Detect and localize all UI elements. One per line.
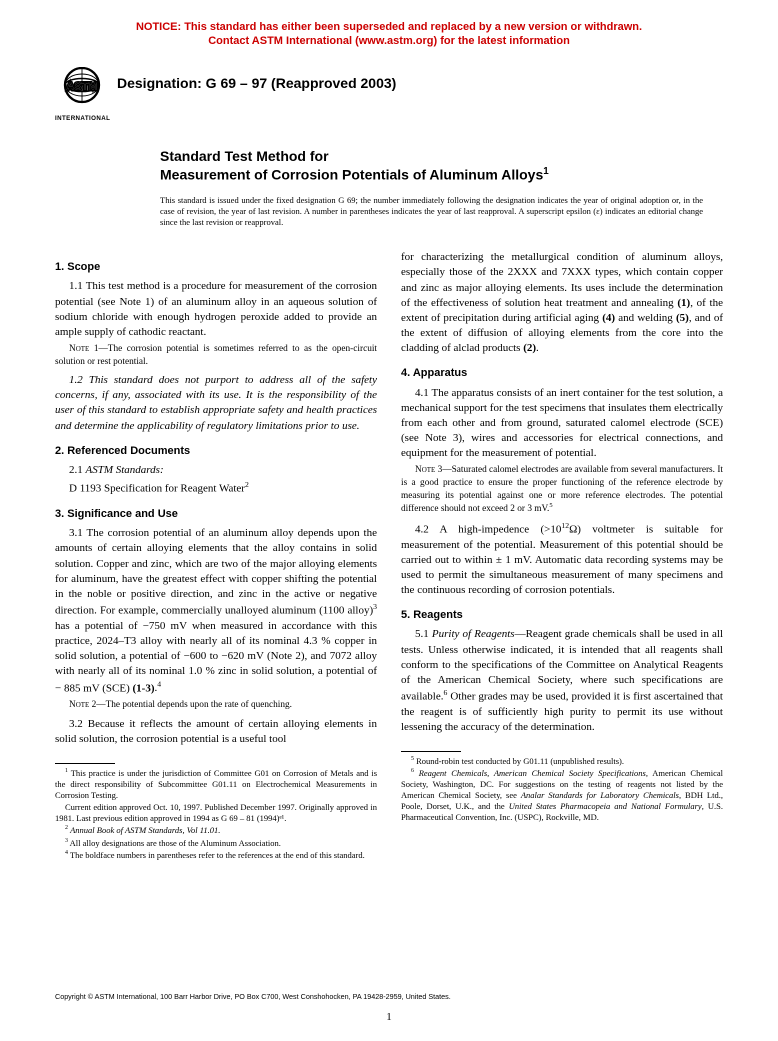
notice-line1: NOTICE: This standard has either been su… bbox=[136, 21, 642, 33]
para-3-1a: 3.1 The corrosion potential of an alumin… bbox=[55, 527, 377, 617]
footnote-6e: United States Pharmacopeia and National … bbox=[509, 801, 702, 811]
astm-logo-icon: ASTM ASTM bbox=[58, 67, 106, 105]
para-1-1: 1.1 This test method is a procedure for … bbox=[55, 279, 377, 340]
para-3-1b: has a potential of −750 mV when measured… bbox=[55, 620, 377, 694]
para-3-1-bold: (1-3) bbox=[133, 682, 155, 694]
footnote-2: 2 Annual Book of ASTM Standards, Vol 11.… bbox=[55, 825, 377, 836]
title-pre: Standard Test Method for bbox=[160, 147, 723, 166]
header-row: ASTM ASTM INTERNATIONAL Designation: G 6… bbox=[55, 67, 723, 125]
para-3-1: 3.1 The corrosion potential of an alumin… bbox=[55, 526, 377, 696]
section-5-head: 5. Reagents bbox=[401, 608, 723, 623]
title-superscript: 1 bbox=[543, 166, 548, 177]
footnote-6c: Analar Standards for Laboratory Chemical… bbox=[521, 790, 679, 800]
page-number: 1 bbox=[0, 1011, 778, 1023]
note-3-label: Note 3 bbox=[415, 465, 442, 475]
designation-label: Designation: G 69 – 97 (Reapproved 2003) bbox=[117, 67, 396, 91]
note-3-sup: 5 bbox=[549, 502, 552, 509]
para-4-1: 4.1 The apparatus consists of an inert c… bbox=[401, 386, 723, 462]
note-1: Note 1—The corrosion potential is someti… bbox=[55, 343, 377, 368]
para-5-1-label: 5.1 bbox=[415, 628, 432, 640]
para-4-2: 4.2 A high-impedence (>1012Ω) voltmeter … bbox=[401, 521, 723, 599]
para-3-cont: for characterizing the metallurgical con… bbox=[401, 250, 723, 356]
note-2: Note 2—The potential depends upon the ra… bbox=[55, 699, 377, 712]
footnote-4-text: The boldface numbers in parentheses refe… bbox=[70, 850, 365, 860]
two-column-body: 1. Scope 1.1 This test method is a proce… bbox=[55, 250, 723, 861]
footnote-4: 4 The boldface numbers in parentheses re… bbox=[55, 850, 377, 861]
footnote-rule-left bbox=[55, 763, 115, 764]
para-3-2: 3.2 Because it reflects the amount of ce… bbox=[55, 717, 377, 747]
footnote-6: 6 Reagent Chemicals, American Chemical S… bbox=[401, 768, 723, 823]
para-5-1: 5.1 Purity of Reagents—Reagent grade che… bbox=[401, 627, 723, 735]
para-5-1-italic: Purity of Reagents bbox=[432, 628, 515, 640]
note-3: Note 3—Saturated calomel electrodes are … bbox=[401, 464, 723, 515]
para-3-1b-sup: .4 bbox=[155, 682, 162, 694]
ref-d1193-text: D 1193 Specification for Reagent Water bbox=[69, 483, 245, 495]
para-1-2: 1.2 This standard does not purport to ad… bbox=[55, 373, 377, 434]
title-main: Measurement of Corrosion Potentials of A… bbox=[160, 165, 723, 185]
footnotes-right: 5 Round-robin test conducted by G01.11 (… bbox=[401, 756, 723, 823]
title-main-text: Measurement of Corrosion Potentials of A… bbox=[160, 167, 543, 183]
astm-logo: ASTM ASTM INTERNATIONAL bbox=[55, 67, 109, 125]
section-4-head: 4. Apparatus bbox=[401, 366, 723, 381]
para-2-1-italic: ASTM Standards: bbox=[86, 464, 164, 476]
para-2-1-label: 2.1 bbox=[69, 464, 86, 476]
section-1-head: 1. Scope bbox=[55, 260, 377, 275]
footnotes-left: 1 This practice is under the jurisdictio… bbox=[55, 768, 377, 860]
para-4-2a: 4.2 A high-impedence (>10 bbox=[415, 523, 561, 535]
copyright-line: Copyright © ASTM International, 100 Barr… bbox=[55, 992, 723, 1001]
document-page: NOTICE: This standard has either been su… bbox=[0, 0, 778, 1041]
notice-banner: NOTICE: This standard has either been su… bbox=[55, 20, 723, 49]
footnote-3: 3 All alloy designations are those of th… bbox=[55, 838, 377, 849]
section-2-head: 2. Referenced Documents bbox=[55, 444, 377, 459]
note-2-text: —The potential depends upon the rate of … bbox=[96, 700, 292, 710]
section-3-head: 3. Significance and Use bbox=[55, 507, 377, 522]
svg-text:ASTM: ASTM bbox=[66, 81, 97, 93]
para-5-1b: Other grades may be used, provided it is… bbox=[401, 691, 723, 733]
note-2-label: Note 2 bbox=[69, 700, 96, 710]
issue-note: This standard is issued under the fixed … bbox=[160, 195, 703, 228]
para-4-2-sup12: 12 bbox=[561, 521, 569, 530]
footnote-rule-right bbox=[401, 751, 461, 752]
footnote-1: 1 This practice is under the jurisdictio… bbox=[55, 768, 377, 801]
logo-international-label: INTERNATIONAL bbox=[55, 115, 110, 122]
note-3-text: —Saturated calomel electrodes are availa… bbox=[401, 465, 723, 514]
footnote-5-text: Round-robin test conducted by G01.11 (un… bbox=[416, 756, 624, 766]
title-block: Standard Test Method for Measurement of … bbox=[160, 147, 723, 185]
right-column: for characterizing the metallurgical con… bbox=[401, 250, 723, 861]
footnote-5: 5 Round-robin test conducted by G01.11 (… bbox=[401, 756, 723, 767]
left-column: 1. Scope 1.1 This test method is a proce… bbox=[55, 250, 377, 861]
note-1-label: Note 1 bbox=[69, 344, 98, 354]
footnote-6a: Reagent Chemicals, American Chemical Soc… bbox=[419, 768, 646, 778]
footnote-2-text: Annual Book of ASTM Standards, Vol 11.01… bbox=[70, 825, 220, 835]
ref-d1193: D 1193 Specification for Reagent Water2 bbox=[55, 480, 377, 497]
para-2-1: 2.1 ASTM Standards: bbox=[55, 463, 377, 478]
footnote-1b: Current edition approved Oct. 10, 1997. … bbox=[55, 802, 377, 824]
note-1-text: —The corrosion potential is sometimes re… bbox=[55, 344, 377, 367]
notice-line2: Contact ASTM International (www.astm.org… bbox=[208, 35, 570, 47]
footnote-3-text: All alloy designations are those of the … bbox=[70, 838, 281, 848]
footnote-1-text: This practice is under the jurisdiction … bbox=[55, 768, 377, 800]
ref-d1193-sup: 2 bbox=[245, 480, 249, 489]
para-3-1a-sup: 3 bbox=[373, 602, 377, 611]
